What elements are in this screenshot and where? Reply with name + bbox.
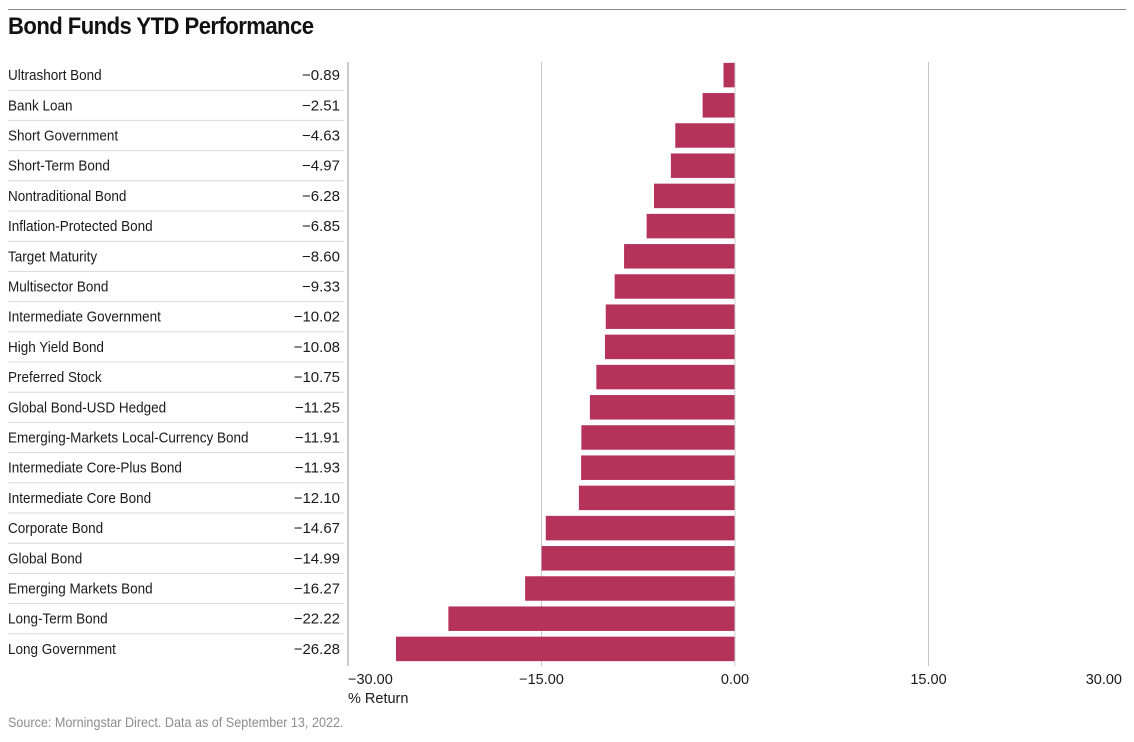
- value-label: −22.22: [294, 611, 340, 628]
- value-label: −9.33: [302, 279, 340, 296]
- x-axis-label: % Return: [348, 691, 408, 707]
- category-label: Short-Term Bond: [8, 158, 110, 175]
- value-label: −0.89: [302, 67, 340, 84]
- bar: [525, 576, 735, 601]
- category-label: Global Bond: [8, 551, 82, 568]
- value-label: −6.28: [302, 188, 340, 205]
- value-label: −11.25: [295, 399, 340, 416]
- category-label: Global Bond-USD Hedged: [8, 400, 166, 417]
- category-label: Long-Term Bond: [8, 611, 108, 628]
- bar: [605, 304, 735, 329]
- value-label: −10.75: [294, 369, 340, 386]
- category-label: Intermediate Core Bond: [8, 490, 151, 507]
- category-label: Intermediate Core-Plus Bond: [8, 460, 182, 477]
- x-tick-label: −15.00: [519, 672, 564, 688]
- bar: [624, 244, 735, 269]
- value-label: −4.97: [302, 158, 340, 175]
- category-label: Emerging-Markets Local-Currency Bond: [8, 430, 249, 447]
- category-label: Emerging Markets Bond: [8, 581, 153, 598]
- bar: [653, 183, 735, 209]
- value-label: −2.51: [302, 97, 340, 114]
- bar: [578, 485, 735, 511]
- source-note: Source: Morningstar Direct. Data as of S…: [8, 714, 344, 730]
- category-label: Intermediate Government: [8, 309, 161, 326]
- category-label: Inflation-Protected Bond: [8, 218, 153, 235]
- bar: [670, 153, 735, 178]
- bar: [545, 515, 735, 541]
- bar: [581, 425, 735, 450]
- category-label: Ultrashort Bond: [8, 67, 102, 84]
- bar: [646, 213, 735, 239]
- value-label: −8.60: [302, 248, 340, 265]
- bar: [448, 606, 735, 631]
- value-label: −6.85: [302, 218, 340, 235]
- bar: [581, 455, 735, 480]
- x-tick-label: −30.00: [348, 672, 393, 688]
- bar: [596, 364, 735, 390]
- category-label: Long Government: [8, 641, 116, 658]
- bar: [604, 334, 735, 360]
- value-label: −10.08: [294, 339, 340, 356]
- category-label: Corporate Bond: [8, 520, 103, 537]
- bar: [723, 62, 735, 88]
- value-label: −26.28: [294, 641, 340, 658]
- value-label: −11.91: [295, 430, 340, 447]
- bar: [589, 395, 735, 420]
- bar: [541, 546, 735, 571]
- bar: [395, 636, 735, 662]
- x-tick-label: 30.00: [1086, 672, 1122, 688]
- chart-title: Bond Funds YTD Performance: [8, 13, 314, 40]
- value-label: −16.27: [294, 581, 340, 598]
- category-label: Multisector Bond: [8, 279, 108, 296]
- value-label: −14.99: [294, 550, 340, 567]
- top-rule: [8, 9, 1126, 10]
- value-label: −11.93: [295, 460, 340, 477]
- category-label: Preferred Stock: [8, 369, 102, 386]
- category-label: Target Maturity: [8, 249, 98, 266]
- value-label: −12.10: [294, 490, 340, 507]
- bar: [702, 93, 735, 118]
- x-tick-label: 15.00: [910, 672, 946, 688]
- value-label: −4.63: [302, 128, 340, 145]
- value-label: −10.02: [294, 309, 340, 326]
- category-label: Short Government: [8, 128, 118, 145]
- bar: [614, 274, 735, 299]
- category-label: Bank Loan: [8, 98, 72, 115]
- value-label: −14.67: [294, 520, 340, 537]
- x-tick-label: 0.00: [721, 672, 749, 688]
- bar: [675, 123, 735, 148]
- category-label: High Yield Bond: [8, 339, 104, 356]
- category-label: Nontraditional Bond: [8, 188, 126, 205]
